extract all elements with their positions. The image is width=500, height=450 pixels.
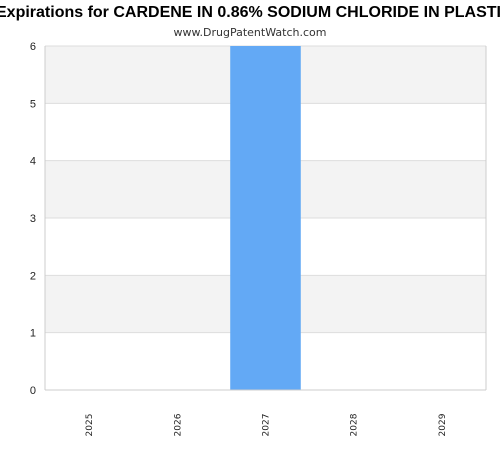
y-tick-label: 5	[30, 98, 36, 110]
y-tick-label: 4	[30, 156, 36, 168]
y-tick-label: 3	[30, 213, 36, 225]
x-tick-label: 2029	[438, 413, 448, 436]
bar-2027	[230, 46, 301, 390]
chart-title: Expirations for CARDENE IN 0.86% SODIUM …	[0, 4, 500, 21]
y-tick-label: 2	[30, 270, 36, 282]
x-tick-label: 2025	[85, 414, 95, 437]
x-tick-label: 2028	[350, 413, 360, 436]
x-tick-label: 2026	[173, 413, 183, 436]
y-tick-label: 0	[30, 385, 36, 397]
bars	[230, 46, 301, 390]
x-tick-label: 2027	[262, 414, 272, 437]
y-tick-label: 1	[30, 328, 36, 340]
y-axis-ticks: 0 1 2 3 4 5 6	[30, 41, 36, 397]
x-axis-ticks: 2025 2026 2027 2028 2029	[85, 413, 448, 436]
axes	[44, 46, 487, 391]
chart-subtitle: www.DrugPatentWatch.com	[174, 26, 327, 39]
y-tick-label: 6	[30, 41, 36, 53]
